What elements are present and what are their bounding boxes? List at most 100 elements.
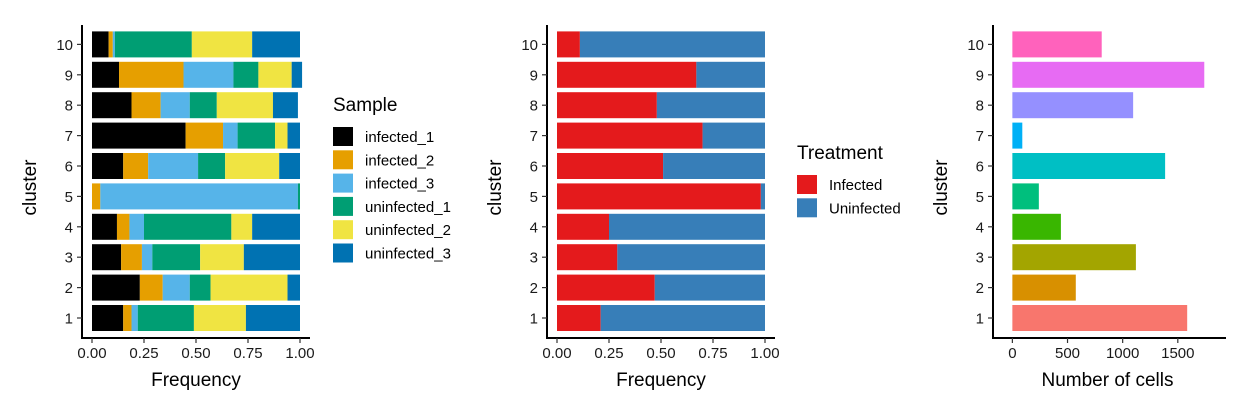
bar-infected_2-cluster-7	[185, 122, 224, 149]
bar-uninfected_3-cluster-8	[272, 92, 298, 119]
bar-infected-cluster-5	[557, 183, 761, 210]
bar-infected_3-cluster-3	[141, 244, 153, 271]
legend-swatch-infected_1	[333, 127, 353, 146]
bar-uninfected_2-cluster-10	[191, 31, 253, 58]
bar-uninfected-cluster-4	[609, 213, 765, 240]
x-axis-title: Frequency	[616, 370, 706, 391]
bar-cluster-9	[1012, 61, 1205, 88]
x-tick-label-1: 0.25	[594, 345, 623, 362]
y-axis-title: cluster	[20, 159, 41, 216]
chart-cells-per-cluster: 1 2 3 4 5 6 7 8 9 10 0 500 1000 1500 Number of cells cl…	[931, 25, 1226, 391]
bar-uninfected_1-cluster-9	[233, 61, 259, 88]
bar-infected-cluster-10	[557, 31, 580, 58]
bar-uninfected_2-cluster-9	[258, 61, 292, 88]
bar-uninfected_3-cluster-2	[287, 274, 300, 301]
bar-cluster-3	[1012, 244, 1136, 271]
bar-uninfected_2-cluster-4	[231, 213, 253, 240]
y-tick-label-6: 6	[530, 159, 538, 176]
bar-infected_3-cluster-1	[131, 305, 138, 331]
x-axis-title: Number of cells	[1042, 370, 1174, 391]
bar-infected_3-cluster-9	[183, 61, 234, 88]
y-tick-label-8: 8	[65, 98, 73, 115]
legend-label-uninfected_1: uninfected_1	[365, 199, 451, 216]
y-tick-label-3: 3	[976, 250, 984, 267]
y-tick-label-7: 7	[976, 128, 984, 145]
y-tick-label-9: 9	[976, 67, 984, 84]
bar-uninfected_2-cluster-3	[200, 244, 244, 271]
x-tick-label-0: 0.00	[542, 345, 571, 362]
y-tick-label-4: 4	[976, 219, 984, 236]
bar-uninfected_2-cluster-2	[210, 274, 288, 301]
bar-infected-cluster-8	[557, 92, 657, 119]
bar-cluster-7	[1012, 122, 1023, 149]
bar-uninfected_1-cluster-3	[152, 244, 201, 271]
bar-infected_1-cluster-8	[92, 92, 132, 119]
bar-uninfected-cluster-8	[656, 92, 765, 119]
bar-infected_2-cluster-8	[131, 92, 161, 119]
bar-infected_2-cluster-9	[119, 61, 184, 88]
bar-cluster-1	[1012, 305, 1188, 331]
legend-title: Treatment	[797, 143, 884, 164]
bar-infected_3-cluster-8	[160, 92, 190, 119]
chart-treatment-frequency: 1 2 3 4 5 6 7 8 9 10 0.00 0.25 0.50 0.75 1.00 Frequency…	[485, 25, 901, 391]
x-tick-label-2: 1000	[1106, 345, 1139, 362]
bar-uninfected_2-cluster-7	[275, 122, 288, 149]
bar-uninfected-cluster-1	[600, 305, 765, 331]
bar-infected_3-cluster-6	[148, 153, 199, 179]
y-tick-label-8: 8	[530, 98, 538, 115]
bar-uninfected_3-cluster-6	[279, 153, 300, 179]
bar-infected_1-cluster-3	[92, 244, 122, 271]
bar-uninfected-cluster-2	[654, 274, 765, 301]
bar-infected_1-cluster-7	[92, 122, 186, 149]
y-tick-label-2: 2	[976, 280, 984, 297]
y-tick-label-9: 9	[530, 67, 538, 84]
bar-infected_2-cluster-2	[139, 274, 163, 301]
y-axis-title: cluster	[485, 159, 506, 216]
x-tick-label-1: 500	[1055, 345, 1080, 362]
y-tick-label-5: 5	[530, 189, 538, 206]
legend-swatch-uninfected_2	[333, 220, 353, 240]
bar-infected-cluster-4	[557, 213, 609, 240]
bar-uninfected-cluster-3	[617, 244, 765, 271]
bar-cluster-2	[1012, 274, 1076, 301]
bar-cluster-5	[1012, 183, 1039, 210]
bar-uninfected-cluster-9	[696, 61, 765, 88]
bar-uninfected_1-cluster-1	[137, 305, 194, 331]
bar-uninfected_3-cluster-9	[291, 61, 303, 88]
x-tick-label-2: 0.50	[181, 345, 210, 362]
bar-infected-cluster-1	[557, 305, 601, 331]
bar-uninfected-cluster-7	[702, 122, 765, 149]
bar-infected_1-cluster-6	[92, 153, 124, 179]
legend-swatch-uninfected	[797, 198, 817, 218]
bar-infected_3-cluster-2	[162, 274, 190, 301]
x-tick-label-1: 0.25	[129, 345, 158, 362]
x-tick-label-3: 1500	[1161, 345, 1194, 362]
bar-uninfected_2-cluster-8	[216, 92, 273, 119]
y-tick-label-9: 9	[65, 67, 73, 84]
legend-label-uninfected: Uninfected	[829, 200, 901, 217]
y-tick-label-1: 1	[976, 311, 984, 328]
bar-infected_1-cluster-10	[92, 31, 109, 58]
y-tick-label-8: 8	[976, 98, 984, 115]
bar-infected_3-cluster-4	[129, 213, 144, 240]
bar-uninfected_1-cluster-2	[189, 274, 211, 301]
bar-uninfected_3-cluster-10	[252, 31, 300, 58]
bar-infected_2-cluster-4	[116, 213, 130, 240]
y-tick-label-10: 10	[56, 37, 73, 54]
x-tick-label-0: 0	[1008, 345, 1016, 362]
bar-infected_1-cluster-2	[92, 274, 140, 301]
x-tick-label-4: 1.00	[750, 345, 779, 362]
x-tick-label-2: 0.50	[646, 345, 675, 362]
bar-infected_2-cluster-6	[123, 153, 149, 179]
bar-cluster-4	[1012, 213, 1061, 240]
bar-infected_2-cluster-3	[121, 244, 142, 271]
bar-uninfected_3-cluster-3	[243, 244, 300, 271]
bar-uninfected_3-cluster-1	[245, 305, 300, 331]
chart-sample-frequency: 1 2 3 4 5 6 7 8 9 10 0.00 0.25 0.50 0.75 1.00 Frequency…	[20, 25, 451, 391]
bar-infected_1-cluster-9	[92, 61, 120, 88]
bar-uninfected_1-cluster-6	[198, 153, 226, 179]
bar-infected_1-cluster-4	[92, 213, 117, 240]
bar-infected-cluster-2	[557, 274, 655, 301]
y-tick-label-10: 10	[967, 37, 984, 54]
